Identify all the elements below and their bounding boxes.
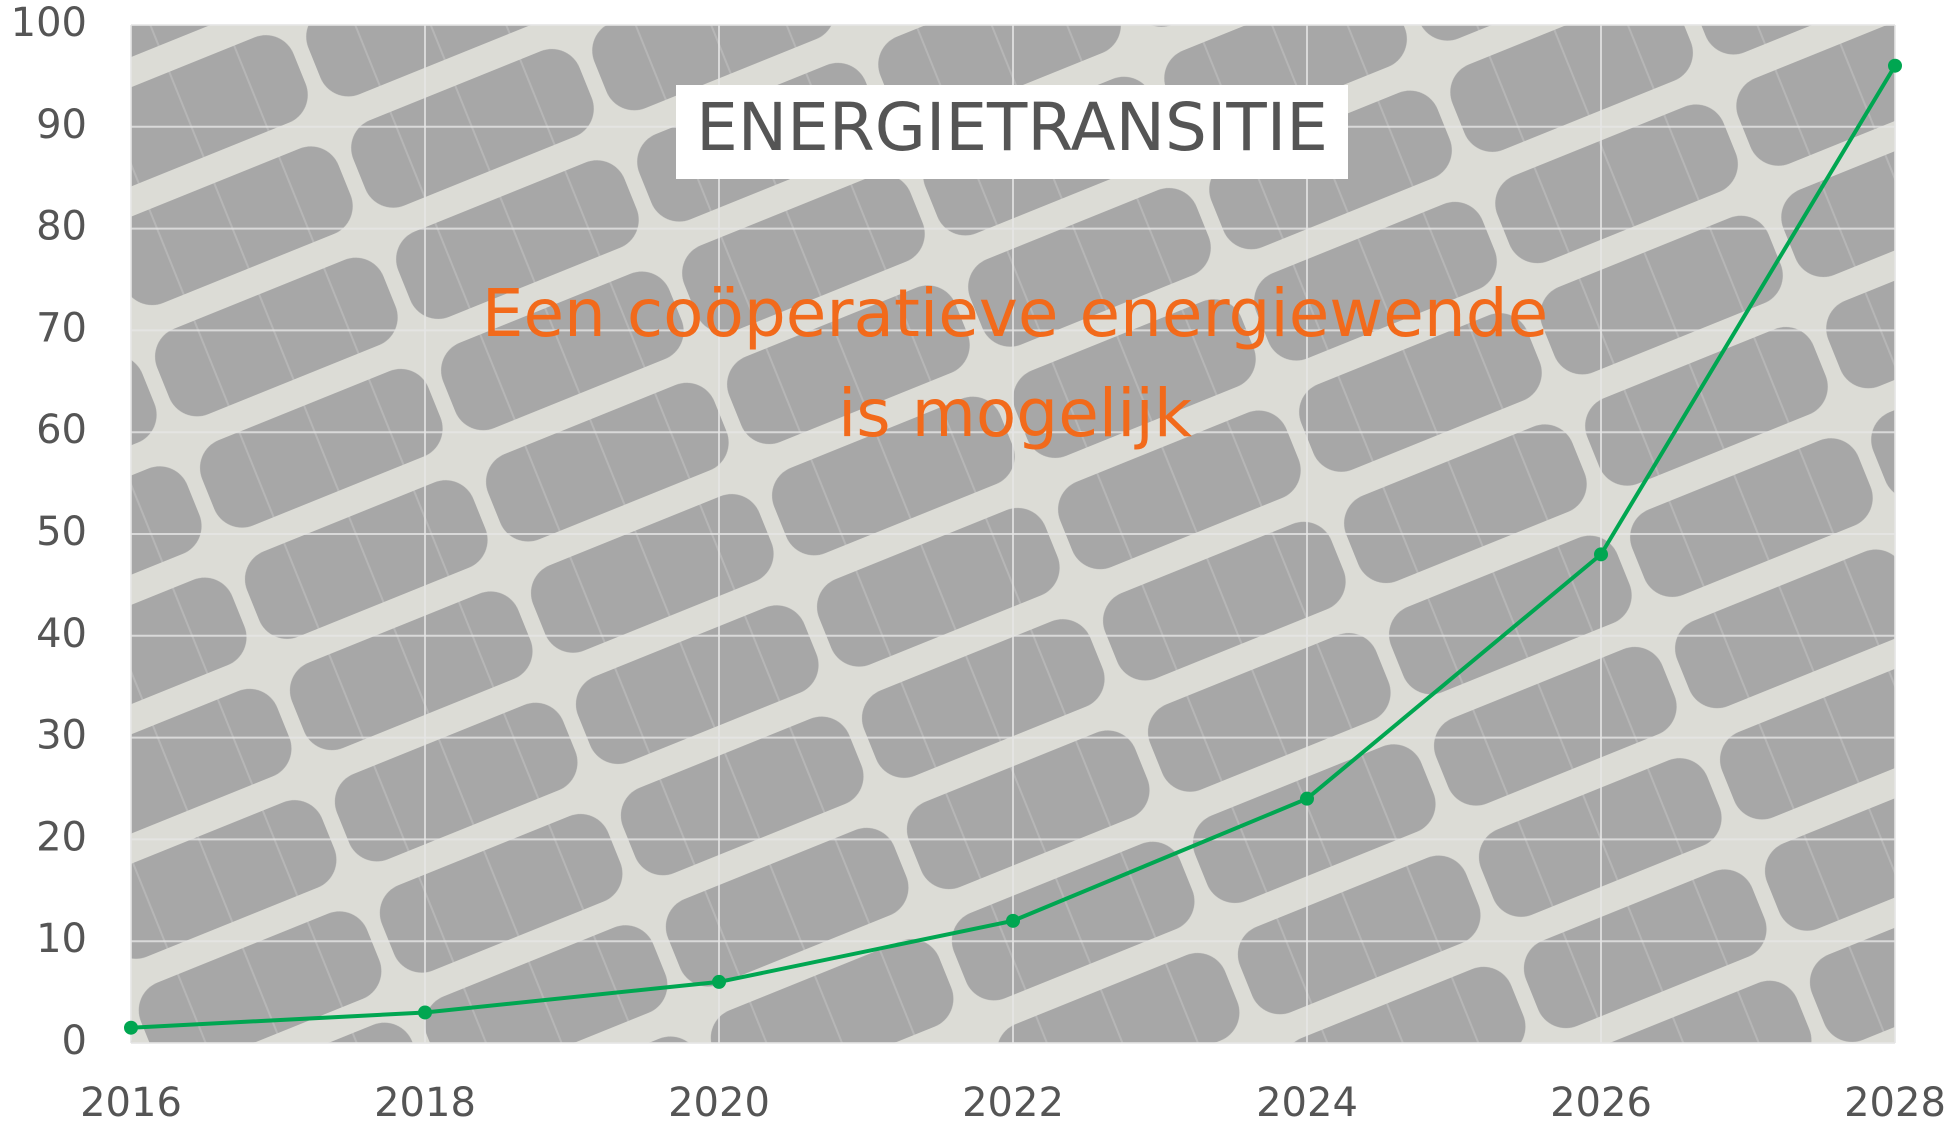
x-tick-label: 2020 — [668, 1080, 770, 1126]
point — [1006, 914, 1020, 928]
point — [1888, 59, 1902, 73]
x-tick-label: 2024 — [1256, 1080, 1358, 1126]
y-tick-label: 100 — [11, 0, 87, 46]
y-tick-label: 60 — [36, 407, 87, 453]
point — [418, 1005, 432, 1019]
y-tick-label: 80 — [36, 204, 87, 250]
y-tick-label: 90 — [36, 102, 87, 148]
chart: ENERGIETRANSITIE Een coöperatieve energi… — [0, 0, 1959, 1126]
point — [124, 1021, 138, 1035]
x-tick-label: 2022 — [962, 1080, 1064, 1126]
y-tick-label: 50 — [36, 509, 87, 555]
point — [1594, 547, 1608, 561]
y-tick-label: 40 — [36, 611, 87, 657]
y-tick-label: 0 — [62, 1018, 87, 1064]
point — [1300, 792, 1314, 806]
page: ENERGIETRANSITIE Een coöperatieve energi… — [0, 0, 1959, 1126]
annotation: Een coöperatieve energiewende — [482, 275, 1548, 352]
x-tick-label: 2028 — [1844, 1080, 1946, 1126]
y-tick-label: 30 — [36, 713, 87, 759]
point — [712, 975, 726, 989]
chart-title: ENERGIETRANSITIE — [696, 89, 1328, 166]
x-tick-label: 2018 — [374, 1080, 476, 1126]
y-tick-label: 70 — [36, 305, 87, 351]
annotation: is mogelijk — [838, 375, 1193, 452]
x-tick-label: 2026 — [1550, 1080, 1652, 1126]
x-tick-label: 2016 — [80, 1080, 182, 1126]
y-tick-label: 10 — [36, 916, 87, 962]
y-tick-label: 20 — [36, 814, 87, 860]
